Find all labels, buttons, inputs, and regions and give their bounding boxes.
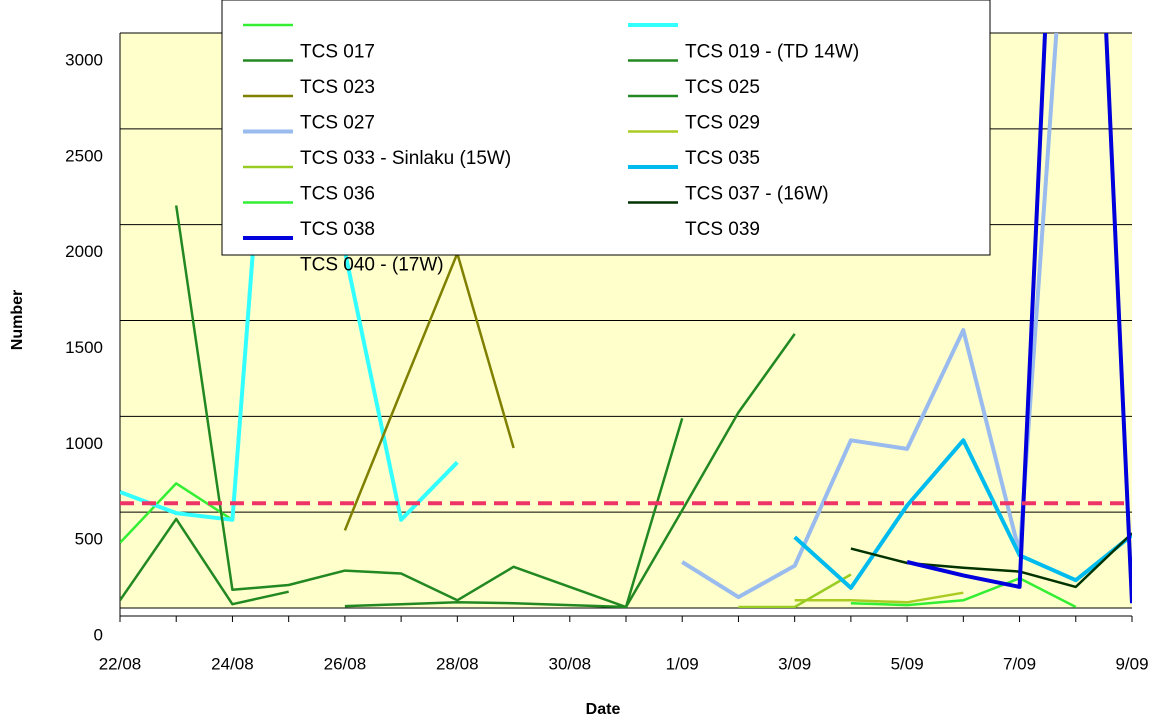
- x-tick-label: 24/08: [211, 654, 254, 673]
- legend-label: TCS 025: [685, 77, 760, 98]
- legend-label: TCS 019 - (TD 14W): [685, 42, 859, 63]
- legend-label: TCS 039: [685, 219, 760, 240]
- series-line: [120, 482, 234, 544]
- legend-label: TCS 037 - (16W): [685, 184, 829, 205]
- y-axis-title: Number: [9, 290, 26, 350]
- x-tick-label: 5/09: [891, 654, 924, 673]
- series-line: [794, 591, 964, 604]
- legend-label: TCS 023: [300, 77, 375, 98]
- x-axis-title: Date: [586, 701, 621, 718]
- legend-label: TCS 029: [685, 113, 760, 134]
- series-line: [174, 205, 627, 608]
- x-tick-label: 26/08: [324, 654, 367, 673]
- series-line: [120, 33, 459, 522]
- x-tick-label: 1/09: [666, 654, 699, 673]
- series-line: [738, 573, 852, 608]
- x-tick-label: 30/08: [549, 654, 592, 673]
- legend-label: TCS 027: [300, 113, 375, 134]
- y-tick-label: 2500: [65, 146, 103, 165]
- series-line: [906, 33, 1132, 604]
- y-tick-label: 3000: [65, 50, 103, 69]
- x-tick-label: 28/08: [436, 654, 479, 673]
- y-tick-label: 0: [94, 625, 103, 644]
- plot-lines: [120, 33, 1132, 608]
- x-tick-label: 3/09: [778, 654, 811, 673]
- y-tick-label: 2000: [65, 242, 103, 261]
- legend-label: TCS 035: [685, 148, 760, 169]
- series-line: [793, 438, 1132, 590]
- legend-label: TCS 017: [300, 42, 375, 63]
- y-tick-label: 1000: [65, 434, 103, 453]
- series-line: [850, 532, 1132, 589]
- legend-label: TCS 036: [300, 184, 375, 205]
- legend-label: TCS 040 - (17W): [300, 255, 444, 276]
- y-tick-label: 500: [75, 530, 103, 549]
- legend-label: TCS 038: [300, 219, 375, 240]
- series-line: [344, 417, 684, 608]
- series-line: [120, 333, 796, 608]
- series-line: [343, 252, 515, 531]
- series-line: [850, 577, 1077, 608]
- x-tick-label: 22/08: [99, 654, 142, 673]
- x-tick-label: 7/09: [1003, 654, 1036, 673]
- series-line: [681, 33, 1059, 600]
- legend-box: [221, 0, 991, 256]
- legend-label: TCS 033 - Sinlaku (15W): [300, 148, 511, 169]
- y-tick-label: 1500: [65, 338, 103, 357]
- x-tick-label: 9/09: [1115, 654, 1148, 673]
